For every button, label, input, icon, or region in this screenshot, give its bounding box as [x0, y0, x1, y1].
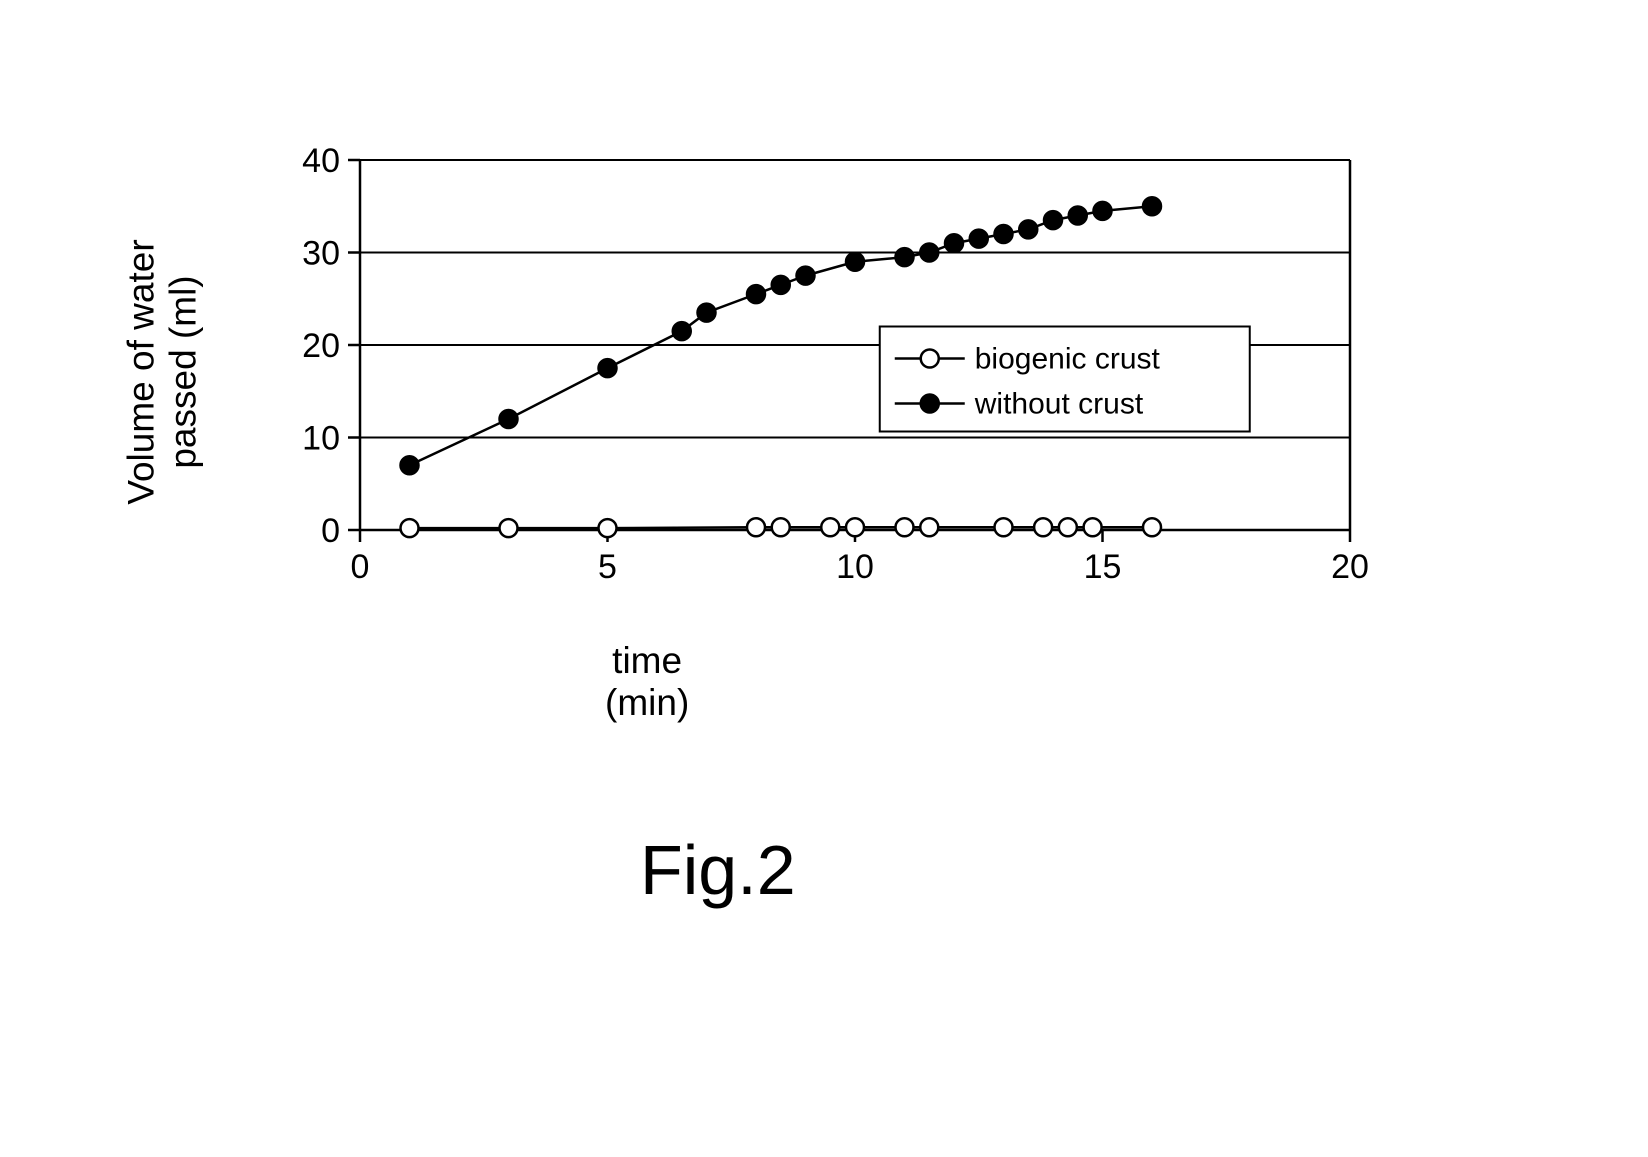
svg-text:without crust: without crust [974, 388, 1144, 421]
chart-area: 0 5 10 15 20 0 10 20 30 40 biogenic crust without c… [290, 130, 1390, 630]
chart-svg: 0 5 10 15 20 0 10 20 30 40 biogenic crust without c… [290, 130, 1390, 630]
svg-text:5: 5 [598, 548, 617, 586]
svg-text:15: 15 [1084, 548, 1122, 586]
svg-text:20: 20 [302, 327, 340, 365]
y-axis-label-line-1: passed (ml) [163, 239, 205, 504]
svg-text:biogenic crust: biogenic crust [975, 343, 1161, 376]
svg-text:40: 40 [302, 142, 340, 180]
svg-text:10: 10 [302, 420, 340, 458]
figure-caption: Fig.2 [640, 830, 796, 910]
svg-text:10: 10 [836, 548, 874, 586]
x-axis-label: time (min) [605, 640, 689, 724]
svg-text:30: 30 [302, 235, 340, 273]
y-axis-label-line-0: Volume of water [121, 239, 163, 504]
y-axis-label: Volume of waterpassed (ml) [121, 239, 205, 504]
svg-text:0: 0 [321, 512, 340, 550]
svg-text:0: 0 [351, 548, 370, 586]
svg-text:20: 20 [1331, 548, 1369, 586]
